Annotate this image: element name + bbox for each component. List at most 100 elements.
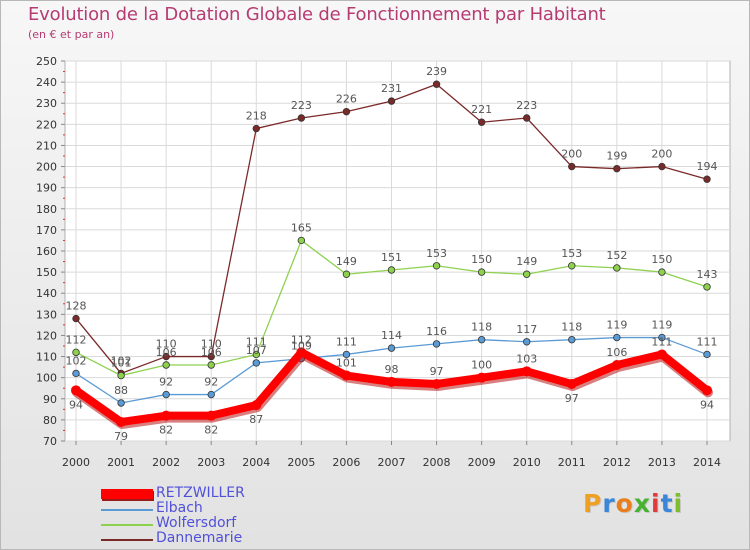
data-label: 200: [561, 148, 582, 161]
logo-letter: i: [673, 489, 684, 518]
y-tick-label: 220: [36, 118, 57, 131]
data-point: [523, 114, 531, 122]
data-label: 112: [66, 333, 87, 346]
y-tick-label: 210: [36, 139, 57, 152]
x-tick-label: 2012: [603, 456, 631, 469]
data-point: [342, 350, 351, 359]
data-label: 114: [381, 329, 402, 342]
legend-label: Elbach: [156, 500, 203, 516]
data-point: [658, 268, 666, 276]
data-label: 221: [471, 103, 492, 116]
data-label: 194: [697, 160, 718, 173]
data-label: 111: [336, 335, 357, 348]
series-elbach: [72, 333, 711, 407]
data-point: [252, 359, 260, 367]
logo-letter: i: [651, 489, 661, 518]
y-tick-label: 180: [36, 203, 57, 216]
data-point: [296, 347, 307, 358]
data-point: [432, 80, 441, 88]
data-label: 200: [651, 148, 672, 161]
data-point: [432, 262, 441, 270]
data-label: 110: [201, 338, 222, 351]
y-tick-label: 200: [36, 161, 57, 174]
data-label: 102: [111, 354, 132, 367]
legend-swatch: [101, 509, 153, 511]
data-label: 82: [159, 424, 173, 437]
data-point: [116, 417, 127, 427]
legend-label: Dannemarie: [156, 530, 243, 546]
data-point: [656, 349, 667, 360]
chart-title: Evolution de la Dotation Globale de Fonc…: [28, 4, 606, 25]
data-point: [206, 410, 217, 421]
data-label: 79: [114, 430, 128, 443]
data-point: [611, 360, 622, 370]
data-label: 94: [69, 398, 83, 411]
data-label: 223: [291, 99, 312, 112]
data-point: [297, 236, 306, 245]
data-labels: 94 79 82 82 87 112 101 98 97 100 103 97 106 111 94 102 8…: [66, 65, 718, 443]
data-label: 87: [249, 413, 263, 426]
x-tick-label: 2006: [332, 456, 360, 469]
logo-letter: t: [660, 489, 674, 518]
data-label: 100: [471, 359, 492, 372]
data-label: 101: [336, 357, 357, 370]
data-point: [703, 175, 711, 183]
data-point: [613, 333, 621, 342]
data-label: 231: [381, 82, 402, 95]
y-tick-label: 230: [36, 97, 57, 110]
data-label: 102: [66, 354, 87, 367]
data-point: [703, 283, 711, 291]
data-label: 199: [606, 150, 627, 163]
data-label: 117: [516, 323, 537, 336]
data-label: 152: [606, 249, 627, 262]
y-tick-label: 190: [36, 182, 57, 195]
data-point: [658, 162, 666, 171]
data-point: [387, 266, 396, 274]
data-label: 151: [381, 251, 402, 264]
data-label: 153: [561, 247, 582, 260]
data-point: [251, 400, 262, 411]
data-label: 118: [471, 321, 492, 334]
data-label: 106: [156, 346, 177, 359]
data-point: [568, 162, 576, 171]
x-tick-label: 2005: [287, 456, 315, 469]
data-point: [207, 352, 215, 361]
data-label: 119: [606, 319, 627, 332]
series-layer: [71, 80, 713, 429]
y-tick-label: 110: [36, 351, 57, 364]
y-tick-label: 120: [36, 329, 57, 342]
data-point: [566, 379, 577, 389]
data-label: 111: [246, 335, 267, 348]
data-point: [523, 270, 531, 278]
legend-swatch: [101, 524, 153, 526]
series-retzwiller: [71, 347, 713, 429]
y-tick-label: 160: [36, 245, 57, 258]
x-tick-label: 2004: [242, 456, 270, 469]
data-point: [476, 372, 487, 383]
data-point: [703, 350, 711, 359]
x-tick-label: 2014: [693, 456, 721, 469]
series-wolfersdorf: [72, 236, 711, 380]
logo-letter: x: [633, 489, 651, 518]
data-label: 94: [700, 398, 714, 411]
data-label: 128: [66, 300, 87, 313]
data-point: [477, 118, 486, 126]
data-label: 165: [291, 221, 312, 234]
data-point: [431, 379, 442, 389]
data-label: 150: [651, 253, 672, 266]
data-label: 116: [426, 325, 447, 338]
data-point: [162, 361, 170, 369]
x-tick-label: 2010: [513, 456, 541, 469]
x-tick-label: 2001: [107, 456, 135, 469]
data-label: 92: [159, 376, 173, 389]
data-label: 106: [606, 346, 627, 359]
y-tick-label: 170: [36, 224, 57, 237]
y-tick-label: 70: [43, 435, 57, 448]
data-label: 110: [156, 338, 177, 351]
data-label: 143: [697, 268, 718, 281]
y-tick-label: 90: [43, 393, 57, 406]
data-label: 92: [204, 376, 218, 389]
data-point: [207, 361, 215, 369]
data-label: 111: [651, 335, 672, 348]
